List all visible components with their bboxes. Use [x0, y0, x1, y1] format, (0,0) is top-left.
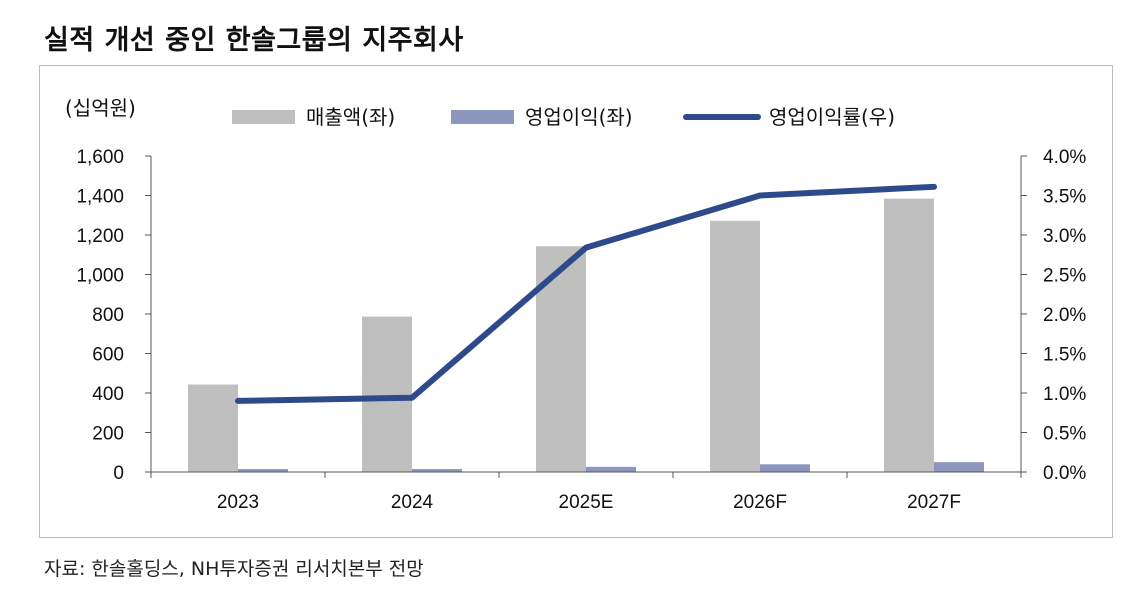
- right-tick-label: 2.5%: [1043, 266, 1086, 287]
- x-axis: 2023 2024 2025E 2026F 2027F: [150, 471, 1022, 513]
- chart-title: 실적 개선 중인 한솔그룹의 지주회사: [44, 25, 464, 56]
- right-tick-label: 0.5%: [1043, 424, 1086, 445]
- operating-profit-bar: [760, 464, 810, 472]
- operating-profit-bar: [934, 462, 984, 472]
- left-tick-label: 400: [92, 384, 124, 405]
- left-tick-label: 600: [92, 345, 124, 366]
- legend-swatch: [451, 110, 514, 124]
- left-tick-label: 0: [113, 463, 124, 484]
- x-tick-label: 2026F: [733, 492, 787, 513]
- operating-profit-bar: [238, 469, 288, 472]
- right-tick-label: 4.0%: [1043, 147, 1086, 168]
- left-tick-label: 1,400: [76, 187, 124, 208]
- left-tick-label: 200: [92, 424, 124, 445]
- x-tick-label: 2024: [391, 492, 434, 513]
- left-axis: 0 200 400 600 800 1,000 1,200 1,400 1,600: [76, 147, 152, 484]
- unit-label: (십억원): [65, 96, 136, 120]
- legend-label: 영업이익(좌): [525, 105, 633, 129]
- right-tick-label: 3.0%: [1043, 226, 1086, 247]
- left-tick-label: 1,200: [76, 226, 124, 247]
- x-tick-label: 2027F: [907, 492, 961, 513]
- bars: [188, 198, 984, 472]
- revenue-bar: [536, 246, 586, 472]
- revenue-bar: [188, 384, 238, 472]
- operating-profit-bar: [586, 466, 636, 472]
- right-tick-label: 2.0%: [1043, 305, 1086, 326]
- margin-line: [235, 183, 937, 404]
- operating-profit-bar: [412, 469, 462, 472]
- left-tick-label: 1,600: [76, 147, 124, 168]
- legend-label: 매출액(좌): [306, 105, 395, 129]
- right-tick-label: 0.0%: [1043, 463, 1086, 484]
- revenue-bar: [362, 316, 412, 472]
- right-axis: 0.0% 0.5% 1.0% 1.5% 2.0% 2.5% 3.0% 3.5% 4.0%: [1020, 147, 1086, 484]
- chart-frame: [39, 65, 1113, 538]
- right-tick-label: 1.5%: [1043, 345, 1086, 366]
- x-tick-label: 2025E: [559, 492, 614, 513]
- revenue-bar: [710, 220, 760, 472]
- right-tick-label: 1.0%: [1043, 384, 1086, 405]
- legend-swatch: [232, 110, 295, 124]
- right-tick-label: 3.5%: [1043, 187, 1086, 208]
- legend: 매출액(좌) 영업이익(좌) 영업이익률(우): [232, 105, 895, 129]
- source-note: 자료: 한솔홀딩스, NH투자증권 리서치본부 전망: [44, 558, 424, 580]
- left-tick-label: 1,000: [76, 266, 124, 287]
- revenue-bar: [884, 198, 934, 472]
- legend-label: 영업이익률(우): [769, 105, 895, 129]
- x-tick-label: 2023: [217, 492, 259, 513]
- left-tick-label: 800: [92, 305, 124, 326]
